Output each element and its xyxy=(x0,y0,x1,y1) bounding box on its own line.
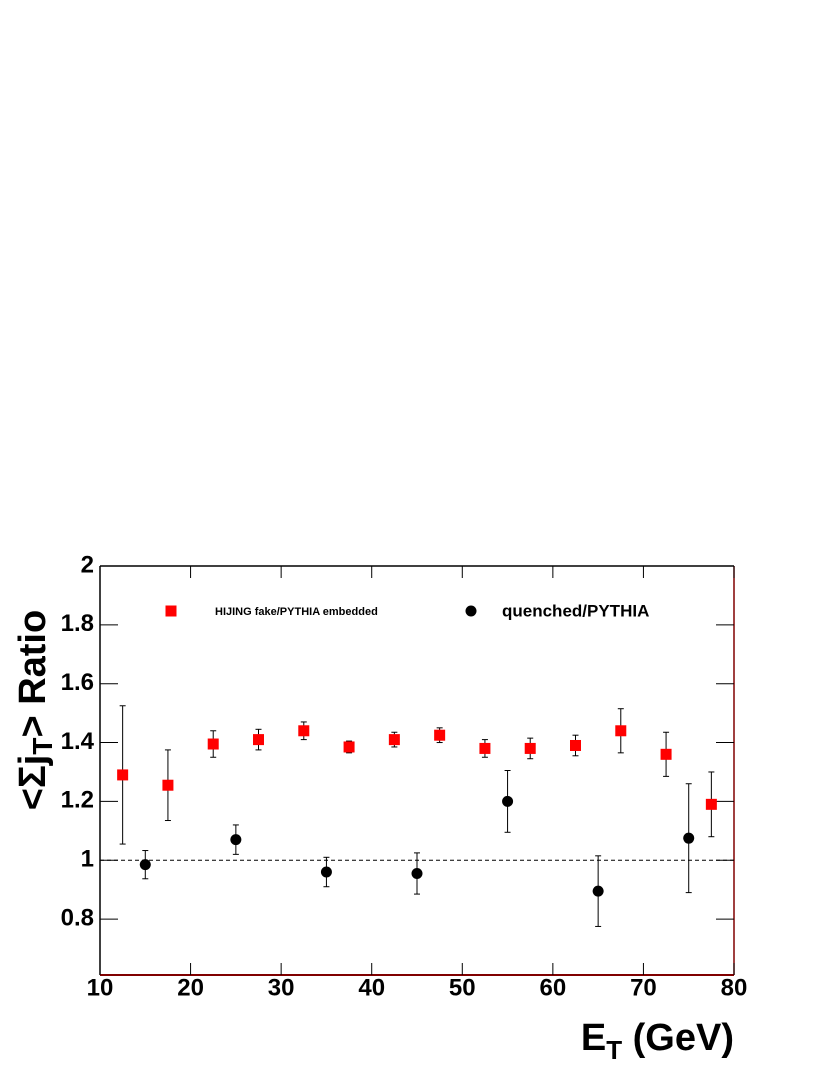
marker xyxy=(683,832,695,844)
marker xyxy=(207,738,219,750)
x-tick-label: 40 xyxy=(358,974,385,1001)
marker xyxy=(253,734,264,746)
y-label-sub: T xyxy=(27,738,58,755)
x-tick-label: 10 xyxy=(87,974,114,1001)
x-label-part: E xyxy=(581,1017,606,1059)
marker xyxy=(230,834,242,846)
legend-label: quenched/PYTHIA xyxy=(502,601,649,620)
x-tick-label: 50 xyxy=(449,974,476,1001)
x-axis-label: ET (GeV) xyxy=(581,1017,734,1065)
marker xyxy=(117,769,129,781)
marker xyxy=(570,739,581,751)
y-tick-label: 2 xyxy=(81,551,94,578)
marker xyxy=(705,798,717,810)
legend-marker xyxy=(165,605,177,617)
y-tick-label: 1 xyxy=(81,846,94,873)
y-tick-label: 1.2 xyxy=(61,787,94,814)
y-tick-label: 1.4 xyxy=(61,728,95,755)
y-tick-label: 1.8 xyxy=(61,610,94,637)
legend-marker xyxy=(465,605,477,617)
x-tick-label: 30 xyxy=(268,974,295,1001)
marker xyxy=(343,741,355,753)
x-tick-label: 70 xyxy=(630,974,657,1001)
legend-label: HIJING fake/PYTHIA embedded xyxy=(215,606,378,618)
marker xyxy=(411,867,423,879)
marker xyxy=(434,729,446,741)
marker xyxy=(388,734,400,746)
x-tick-label: 80 xyxy=(721,974,748,1001)
y-label-part: <Σj xyxy=(12,755,54,811)
y-axis-label: <ΣjT> Ratio xyxy=(12,610,58,810)
y-label-part: > Ratio xyxy=(12,610,54,738)
x-tick-label: 60 xyxy=(540,974,567,1001)
marker xyxy=(660,748,672,760)
marker xyxy=(298,725,310,737)
x-label-part: (GeV) xyxy=(622,1017,734,1059)
marker xyxy=(502,795,514,807)
y-tick-label: 1.6 xyxy=(61,669,94,696)
x-label-sub: T xyxy=(606,1035,622,1065)
marker xyxy=(479,742,491,754)
marker xyxy=(162,779,174,791)
marker xyxy=(615,725,627,737)
y-tick-label: 0.8 xyxy=(61,904,94,931)
marker xyxy=(139,859,151,871)
marker xyxy=(320,866,332,878)
marker xyxy=(592,885,604,897)
x-tick-label: 20 xyxy=(177,974,204,1001)
marker xyxy=(524,742,536,754)
